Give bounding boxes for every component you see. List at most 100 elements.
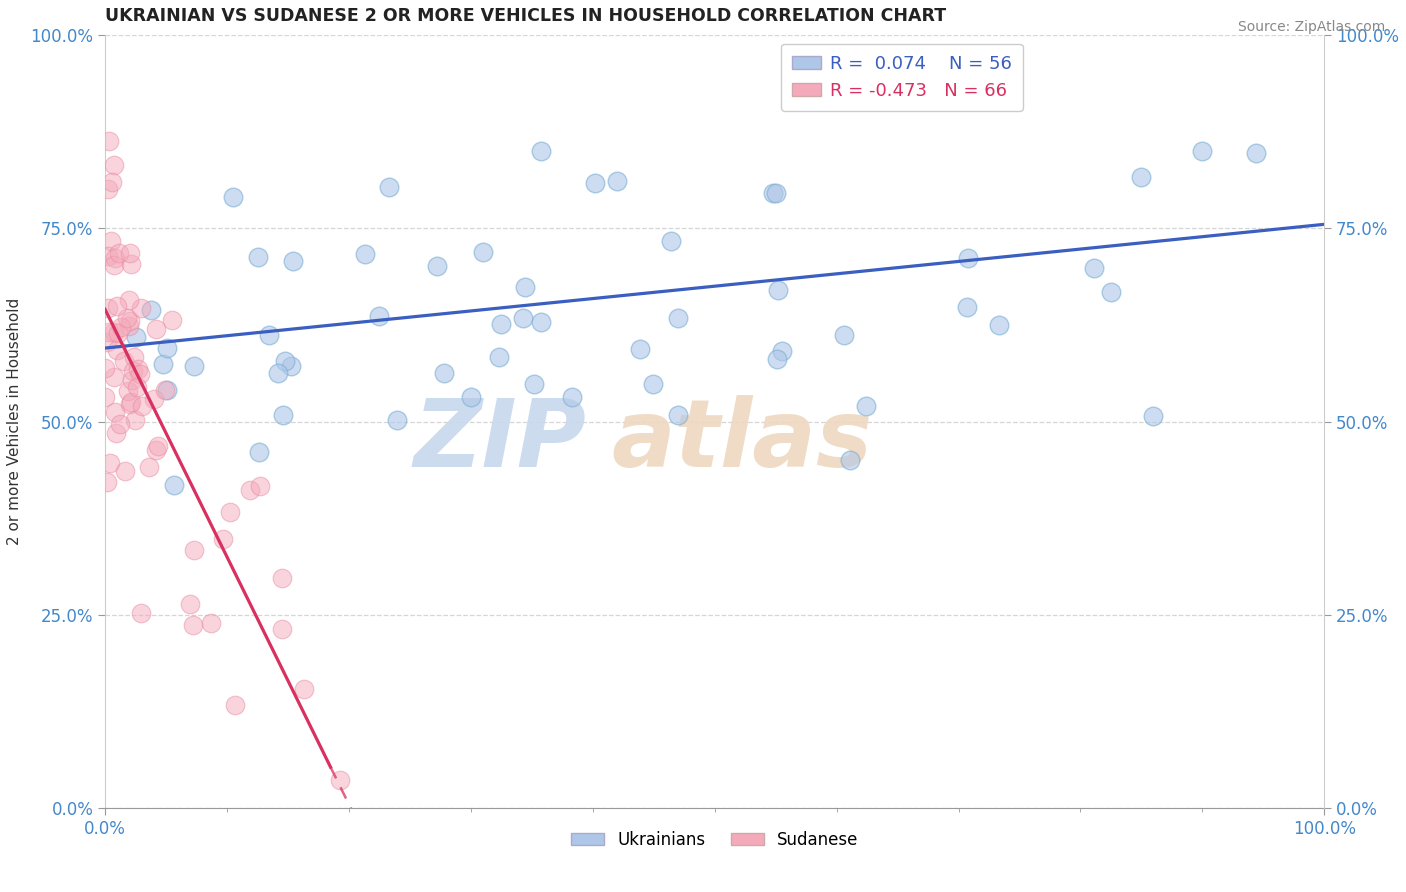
Point <box>471 245 494 260</box>
Point <box>659 234 682 248</box>
Point <box>103 157 125 171</box>
Point <box>765 352 787 367</box>
Point <box>118 246 141 260</box>
Point <box>105 343 128 357</box>
Point <box>249 478 271 492</box>
Point <box>117 384 139 399</box>
Point <box>127 362 149 376</box>
Point <box>97 301 120 315</box>
Point <box>1099 285 1122 299</box>
Point <box>246 250 269 264</box>
Point <box>368 310 391 324</box>
Point <box>96 475 118 490</box>
Point <box>114 464 136 478</box>
Point <box>141 302 163 317</box>
Point <box>460 391 482 405</box>
Point <box>103 369 125 384</box>
Point <box>156 341 179 355</box>
Point <box>770 343 793 358</box>
Point <box>271 623 294 637</box>
Point <box>118 397 141 411</box>
Point <box>146 439 169 453</box>
Point <box>283 253 305 268</box>
Point <box>115 311 138 326</box>
Point <box>120 257 142 271</box>
Point <box>1130 169 1153 184</box>
Text: Source: ZipAtlas.com: Source: ZipAtlas.com <box>1237 20 1385 34</box>
Point <box>628 342 651 356</box>
Point <box>96 334 118 349</box>
Point <box>122 364 145 378</box>
Point <box>606 174 628 188</box>
Point <box>666 310 689 325</box>
Point <box>956 251 979 265</box>
Point <box>100 234 122 248</box>
Point <box>489 317 512 331</box>
Point <box>181 617 204 632</box>
Text: atlas: atlas <box>612 395 872 487</box>
Point <box>200 615 222 630</box>
Point <box>855 399 877 413</box>
Point <box>120 394 142 409</box>
Point <box>138 459 160 474</box>
Point <box>354 246 377 260</box>
Point <box>129 301 152 316</box>
Point <box>97 182 120 196</box>
Point <box>239 483 262 497</box>
Point <box>108 417 131 432</box>
Point <box>101 176 124 190</box>
Point <box>832 328 855 343</box>
Point <box>143 392 166 406</box>
Point <box>105 299 128 313</box>
Point <box>98 134 121 148</box>
Point <box>145 321 167 335</box>
Point <box>127 379 149 393</box>
Point <box>222 190 245 204</box>
Point <box>179 597 201 611</box>
Point <box>523 376 546 391</box>
Point <box>145 443 167 458</box>
Point <box>224 698 246 712</box>
Point <box>292 681 315 696</box>
Point <box>112 354 135 368</box>
Point <box>329 772 352 787</box>
Point <box>219 505 242 519</box>
Point <box>155 384 177 398</box>
Point <box>128 367 150 381</box>
Point <box>1191 144 1213 158</box>
Point <box>377 180 399 194</box>
Point <box>433 366 456 380</box>
Point <box>162 478 184 492</box>
Point <box>129 606 152 620</box>
Point <box>385 413 408 427</box>
Point <box>271 408 294 422</box>
Point <box>515 280 537 294</box>
Point <box>120 314 142 328</box>
Point <box>117 318 139 333</box>
Point <box>1083 261 1105 276</box>
Y-axis label: 2 or more Vehicles in Household: 2 or more Vehicles in Household <box>7 298 22 545</box>
Point <box>183 359 205 374</box>
Point <box>512 311 534 326</box>
Point <box>987 318 1010 332</box>
Point <box>107 326 129 340</box>
Point <box>666 409 689 423</box>
Point <box>110 320 132 334</box>
Point <box>425 259 447 273</box>
Point <box>561 390 583 404</box>
Point <box>131 399 153 413</box>
Point <box>267 366 290 380</box>
Point <box>122 350 145 364</box>
Point <box>762 186 785 201</box>
Point <box>765 186 787 201</box>
Point <box>121 373 143 387</box>
Point <box>247 445 270 459</box>
Point <box>1244 145 1267 160</box>
Point <box>125 330 148 344</box>
Text: ZIP: ZIP <box>413 395 586 487</box>
Point <box>160 312 183 326</box>
Point <box>956 300 979 314</box>
Point <box>108 245 131 260</box>
Point <box>103 325 125 339</box>
Point <box>766 283 789 297</box>
